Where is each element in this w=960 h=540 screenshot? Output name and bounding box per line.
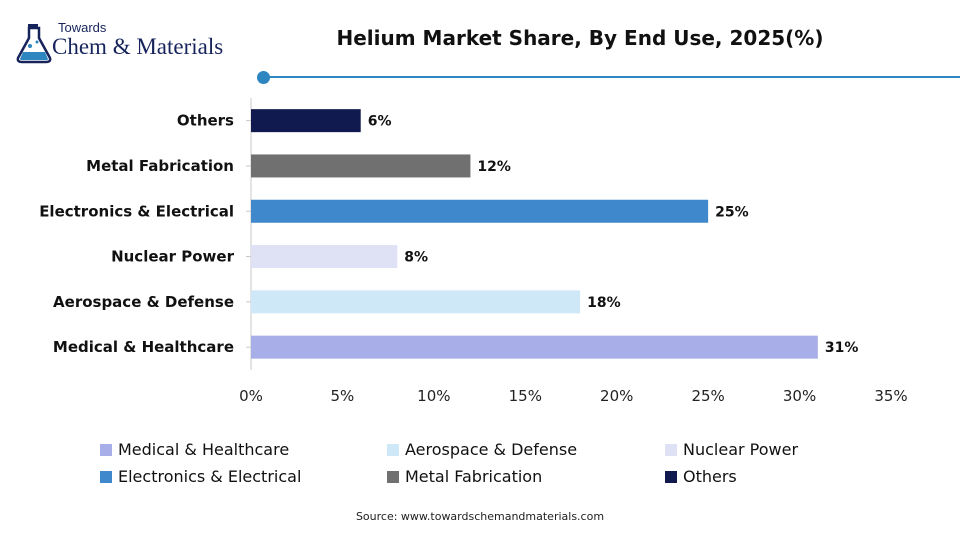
legend-label: Others — [683, 467, 737, 486]
data-label-others: 6% — [368, 114, 392, 130]
legend-label: Metal Fabrication — [405, 467, 543, 486]
category-label-electronics-and-electrical: Electronics & Electrical — [39, 202, 234, 220]
legend-item-nuclear-power: Nuclear Power — [665, 440, 798, 459]
bar-aerospace-and-defense — [251, 290, 581, 314]
bar-nuclear-power — [251, 245, 398, 269]
legend-swatch — [387, 470, 399, 483]
x-tick-label-1: 5% — [331, 387, 355, 405]
x-tick-label-5: 25% — [691, 387, 724, 405]
bar-medical-and-healthcare — [251, 335, 818, 359]
title-divider-dot — [257, 71, 270, 84]
legend-item-electronics-and-electrical: Electronics & Electrical — [100, 467, 301, 486]
legend-swatch — [100, 443, 112, 456]
legend-item-others: Others — [665, 467, 737, 486]
logo-wordmark: Chem & Materials — [52, 34, 224, 59]
category-label-others: Others — [177, 112, 234, 130]
category-label-aerospace-and-defense: Aerospace & Defense — [53, 293, 234, 311]
legend-swatch — [665, 443, 677, 456]
data-label-nuclear-power: 8% — [404, 250, 428, 266]
category-label-nuclear-power: Nuclear Power — [111, 248, 235, 266]
category-label-medical-and-healthcare: Medical & Healthcare — [53, 338, 234, 356]
legend-label: Electronics & Electrical — [118, 467, 302, 486]
category-label-metal-fabrication: Metal Fabrication — [86, 157, 234, 175]
chart-title: Helium Market Share, By End Use, 2025(%) — [336, 26, 824, 50]
legend-swatch — [665, 470, 677, 483]
x-tick-label-0: 0% — [239, 387, 263, 405]
legend-item-metal-fabrication: Metal Fabrication — [387, 467, 542, 486]
x-tick-label-6: 30% — [783, 387, 816, 405]
flask-icon — [16, 24, 52, 64]
bar-electronics-and-electrical — [251, 199, 709, 223]
legend-label: Nuclear Power — [683, 440, 799, 459]
logo-tagline: Towards — [58, 20, 107, 35]
legend-label: Medical & Healthcare — [118, 440, 290, 459]
legend-item-aerospace-and-defense: Aerospace & Defense — [387, 440, 577, 459]
x-tick-label-3: 15% — [509, 387, 542, 405]
title-divider — [264, 76, 960, 78]
bar-others — [251, 109, 361, 133]
data-label-electronics-and-electrical: 25% — [715, 204, 749, 220]
legend-swatch — [100, 470, 112, 483]
source-note: Source: www.towardschemandmaterials.com — [355, 510, 605, 523]
x-tick-label-2: 10% — [417, 387, 450, 405]
bar-metal-fabrication — [251, 154, 471, 178]
legend-label: Aerospace & Defense — [405, 440, 578, 459]
data-label-metal-fabrication: 12% — [477, 159, 511, 175]
x-tick-label-7: 35% — [874, 387, 907, 405]
data-label-aerospace-and-defense: 18% — [587, 295, 621, 311]
brand-logo[interactable]: Towards Chem & Materials — [14, 18, 254, 66]
legend-swatch — [387, 443, 399, 456]
x-tick-label-4: 20% — [600, 387, 633, 405]
data-label-medical-and-healthcare: 31% — [825, 340, 859, 356]
legend-item-medical-and-healthcare: Medical & Healthcare — [100, 440, 289, 459]
